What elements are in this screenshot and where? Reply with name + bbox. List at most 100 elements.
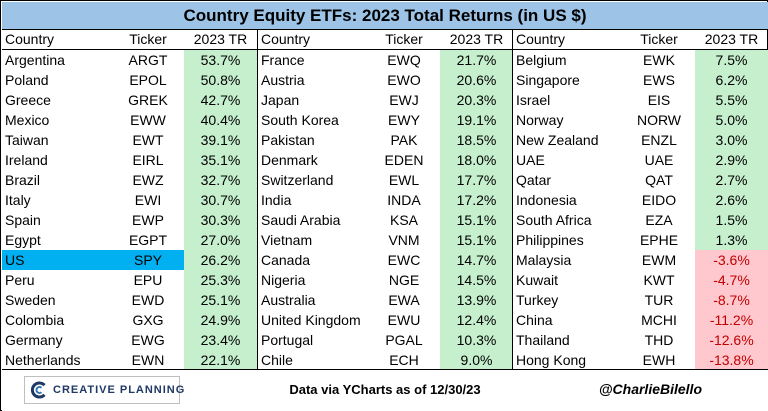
creative-planning-logo: CREATIVE PLANNING: [24, 376, 184, 404]
ticker-cell: PGAL: [385, 332, 423, 348]
header-row: Country Ticker 2023 TR: [513, 30, 768, 50]
table-row: India INDA 17.2%: [258, 190, 513, 210]
table-row: New Zealand ENZL 3.0%: [513, 130, 768, 150]
table-row: United Kingdom EWU 12.4%: [258, 310, 513, 330]
table-row: Qatar QAT 2.7%: [513, 170, 768, 190]
country-cell: Mexico: [5, 112, 50, 128]
table-row: US SPY 26.2%: [2, 250, 257, 270]
ticker-cell: MCHI: [641, 312, 677, 328]
table-row: Thailand THD -12.6%: [513, 330, 768, 350]
table-row: Nigeria NGE 14.5%: [258, 270, 513, 290]
ticker-cell: EGPT: [128, 232, 168, 248]
table-row: Belgium EWK 7.5%: [513, 50, 768, 70]
total-return-cell: -12.6%: [695, 330, 768, 350]
country-cell: Australia: [261, 292, 316, 308]
country-cell: Hong Kong: [516, 352, 587, 368]
total-return-cell: 19.1%: [440, 110, 513, 130]
ticker-cell: GXG: [132, 312, 164, 328]
ticker-cell: INDA: [387, 192, 421, 208]
ticker-cell: ENZL: [641, 132, 677, 148]
country-cell: Portugal: [261, 332, 314, 348]
data-source-note: Data via YCharts as of 12/30/23: [289, 382, 481, 397]
country-cell: Vietnam: [261, 232, 313, 248]
ticker-cell: EWA: [388, 292, 420, 308]
country-cell: Ireland: [5, 152, 48, 168]
ticker-cell: EWU: [387, 312, 421, 328]
total-return-cell: -8.7%: [695, 290, 768, 310]
header-ticker: Ticker: [385, 31, 423, 47]
total-return-cell: 15.1%: [440, 210, 513, 230]
total-return-cell: -3.6%: [695, 250, 768, 270]
ticker-cell: GREK: [128, 92, 168, 108]
ticker-cell: EIRL: [132, 152, 164, 168]
column-divider: [257, 30, 258, 369]
total-return-cell: 12.4%: [440, 310, 513, 330]
ticker-cell: EWO: [387, 72, 421, 88]
country-cell: Taiwan: [5, 132, 49, 148]
table-title: Country Equity ETFs: 2023 Total Returns …: [2, 2, 768, 30]
total-return-cell: -13.8%: [695, 350, 768, 370]
ticker-cell: EWQ: [387, 52, 421, 68]
table-row: Argentina ARGT 53.7%: [2, 50, 257, 70]
country-cell: Singapore: [516, 72, 580, 88]
total-return-cell: 14.7%: [440, 250, 513, 270]
total-return-cell: 20.6%: [440, 70, 513, 90]
table-row: Italy EWI 30.7%: [2, 190, 257, 210]
country-cell: India: [261, 192, 292, 208]
total-return-cell: 13.9%: [440, 290, 513, 310]
header-ticker: Ticker: [129, 31, 167, 47]
country-cell: South Africa: [516, 212, 592, 228]
ticker-cell: EWZ: [132, 172, 164, 188]
total-return-cell: 26.2%: [184, 250, 257, 270]
country-cell: Pakistan: [261, 132, 315, 148]
country-cell: South Korea: [261, 112, 339, 128]
table-row: Ireland EIRL 35.1%: [2, 150, 257, 170]
ticker-cell: EZA: [645, 212, 673, 228]
total-return-cell: 32.7%: [184, 170, 257, 190]
country-cell: Japan: [261, 92, 300, 108]
country-cell: New Zealand: [516, 132, 599, 148]
ticker-cell: EWN: [131, 352, 165, 368]
ticker-cell: EWS: [643, 72, 675, 88]
header-ticker: Ticker: [640, 31, 678, 47]
ticker-cell: ARGT: [128, 52, 168, 68]
column-group-2: Country Ticker 2023 TR France EWQ 21.7% Aus…: [258, 30, 513, 370]
table-row: China MCHI -11.2%: [513, 310, 768, 330]
country-cell: Chile: [261, 352, 293, 368]
ticker-cell: EWY: [388, 112, 420, 128]
country-cell: Israel: [516, 92, 551, 108]
creative-planning-c-icon: [30, 381, 46, 399]
total-return-cell: 30.7%: [184, 190, 257, 210]
ticker-cell: EPOL: [129, 72, 167, 88]
country-cell: Colombia: [5, 312, 65, 328]
author-handle: @CharlieBilello: [598, 381, 702, 397]
country-cell: China: [516, 312, 553, 328]
ticker-cell: UAE: [644, 152, 674, 168]
table-row: Pakistan PAK 18.5%: [258, 130, 513, 150]
table-row: Turkey TUR -8.7%: [513, 290, 768, 310]
table-row: Vietnam VNM 15.1%: [258, 230, 513, 250]
total-return-cell: 42.7%: [184, 90, 257, 110]
ticker-cell: EWM: [641, 252, 677, 268]
country-cell: Nigeria: [261, 272, 306, 288]
ticker-cell: EWT: [132, 132, 164, 148]
table-row: Germany EWG 23.4%: [2, 330, 257, 350]
table-row: Norway NORW 5.0%: [513, 110, 768, 130]
country-cell: Qatar: [516, 172, 552, 188]
ticker-cell: EIS: [647, 92, 671, 108]
total-return-cell: 35.1%: [184, 150, 257, 170]
country-cell: Switzerland: [261, 172, 334, 188]
total-return-cell: 40.4%: [184, 110, 257, 130]
table-row: Mexico EWW 40.4%: [2, 110, 257, 130]
table-row: Singapore EWS 6.2%: [513, 70, 768, 90]
total-return-cell: 53.7%: [184, 50, 257, 70]
table-row: France EWQ 21.7%: [258, 50, 513, 70]
ticker-cell: PAK: [390, 132, 418, 148]
table-row: Japan EWJ 20.3%: [258, 90, 513, 110]
total-return-cell: 3.0%: [695, 130, 768, 150]
logo-text: CREATIVE PLANNING: [53, 384, 186, 396]
ticker-cell: EWW: [130, 112, 166, 128]
header-country: Country: [261, 31, 311, 47]
table-row: Chile ECH 9.0%: [258, 350, 513, 370]
